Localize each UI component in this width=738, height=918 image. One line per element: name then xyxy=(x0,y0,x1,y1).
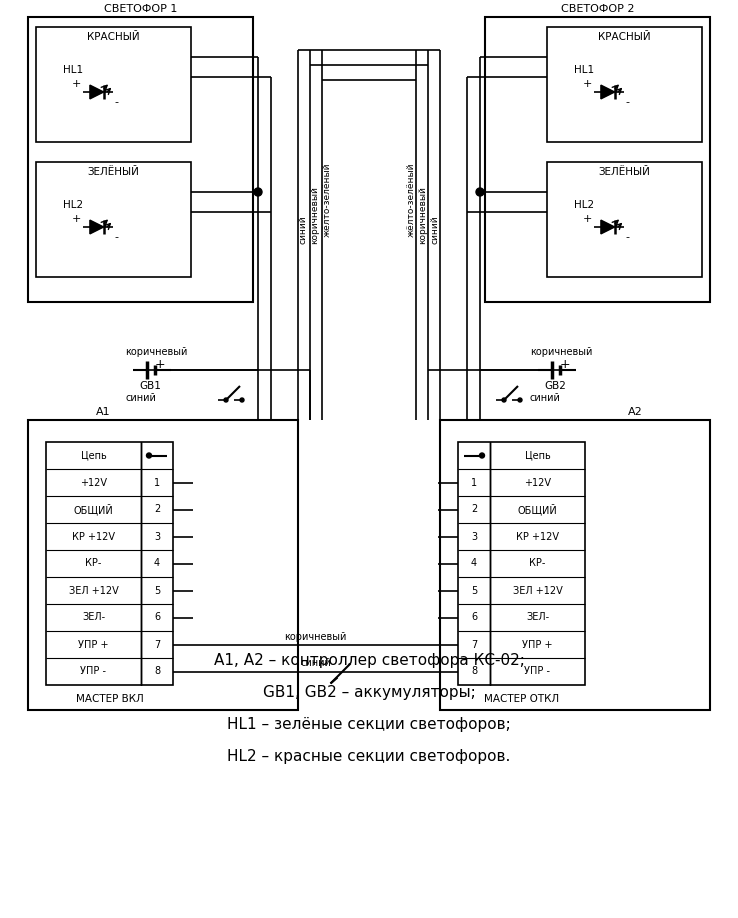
Text: синий: синий xyxy=(300,658,331,668)
Circle shape xyxy=(518,398,522,402)
Text: 4: 4 xyxy=(471,558,477,568)
Bar xyxy=(547,162,702,277)
Text: ОБЩИЙ: ОБЩИЙ xyxy=(74,504,114,515)
Text: МАСТЕР ОТКЛ: МАСТЕР ОТКЛ xyxy=(484,694,559,704)
Text: +: + xyxy=(582,79,592,89)
Text: коричневый: коричневый xyxy=(530,347,593,357)
Text: +: + xyxy=(559,359,570,372)
Text: +: + xyxy=(72,79,80,89)
Bar xyxy=(28,17,253,302)
Text: HL2: HL2 xyxy=(574,200,594,210)
Text: А1, А2 – контроллер светофора КС-02;: А1, А2 – контроллер светофора КС-02; xyxy=(213,653,525,667)
Text: ОБЩИЙ: ОБЩИЙ xyxy=(517,504,557,515)
Text: +: + xyxy=(155,359,165,372)
Circle shape xyxy=(147,453,151,458)
Text: 7: 7 xyxy=(154,640,160,650)
Text: 2: 2 xyxy=(154,505,160,514)
Text: A2: A2 xyxy=(627,407,642,417)
Text: синий: синий xyxy=(125,393,156,403)
Polygon shape xyxy=(90,220,103,234)
Text: A1: A1 xyxy=(96,407,110,417)
Text: 1: 1 xyxy=(154,477,160,487)
Text: синий: синий xyxy=(298,216,308,244)
Text: HL1: HL1 xyxy=(63,65,83,75)
Text: +12V: +12V xyxy=(80,477,107,487)
Text: 1: 1 xyxy=(471,477,477,487)
Text: 5: 5 xyxy=(154,586,160,596)
Bar xyxy=(547,27,702,142)
Text: +: + xyxy=(72,214,80,224)
Circle shape xyxy=(502,398,506,402)
Text: 3: 3 xyxy=(471,532,477,542)
Text: ЗЕЛ-: ЗЕЛ- xyxy=(526,612,549,622)
Text: синий: синий xyxy=(530,393,561,403)
Text: коричневый: коричневый xyxy=(418,186,427,244)
Text: 8: 8 xyxy=(154,666,160,677)
Text: ЗЕЛ +12V: ЗЕЛ +12V xyxy=(69,586,118,596)
Text: +: + xyxy=(582,214,592,224)
Text: -: - xyxy=(114,232,118,242)
Circle shape xyxy=(254,188,262,196)
Text: HL2: HL2 xyxy=(63,200,83,210)
Text: HL2 – красные секции светофоров.: HL2 – красные секции светофоров. xyxy=(227,748,511,764)
Text: -: - xyxy=(114,97,118,107)
Text: жёлто-зелёный: жёлто-зелёный xyxy=(407,162,415,237)
Text: Цепь: Цепь xyxy=(525,451,551,461)
Text: коричневый: коричневый xyxy=(284,632,347,642)
Text: ЗЕЛ-: ЗЕЛ- xyxy=(82,612,105,622)
Text: КР +12V: КР +12V xyxy=(516,532,559,542)
Circle shape xyxy=(224,398,228,402)
Bar xyxy=(28,420,298,710)
Text: КРАСНЫЙ: КРАСНЫЙ xyxy=(599,32,651,42)
Text: синий: синий xyxy=(430,216,440,244)
Text: 2: 2 xyxy=(471,505,477,514)
Text: HL1: HL1 xyxy=(574,65,594,75)
Text: УПР +: УПР + xyxy=(523,640,553,650)
Text: +12V: +12V xyxy=(524,477,551,487)
Text: Цепь: Цепь xyxy=(80,451,106,461)
Text: GB1: GB1 xyxy=(139,381,161,391)
Polygon shape xyxy=(601,220,615,234)
Text: КРАСНЫЙ: КРАСНЫЙ xyxy=(87,32,139,42)
Text: 8: 8 xyxy=(471,666,477,677)
Text: 6: 6 xyxy=(471,612,477,622)
Polygon shape xyxy=(601,85,615,99)
Text: 4: 4 xyxy=(154,558,160,568)
Text: GB2: GB2 xyxy=(544,381,566,391)
Circle shape xyxy=(240,398,244,402)
Bar xyxy=(485,17,710,302)
Circle shape xyxy=(476,188,484,196)
Text: УПР -: УПР - xyxy=(525,666,551,677)
Text: 3: 3 xyxy=(154,532,160,542)
Bar xyxy=(36,162,191,277)
Text: -: - xyxy=(625,97,629,107)
Polygon shape xyxy=(90,85,103,99)
Bar xyxy=(46,442,173,685)
Text: GB1, GB2 – аккумуляторы;: GB1, GB2 – аккумуляторы; xyxy=(263,685,475,700)
Text: КР-: КР- xyxy=(529,558,545,568)
Text: СВЕТОФОР 1: СВЕТОФОР 1 xyxy=(104,4,177,14)
Text: -: - xyxy=(625,232,629,242)
Bar xyxy=(36,27,191,142)
Text: 6: 6 xyxy=(154,612,160,622)
Text: коричневый: коричневый xyxy=(311,186,320,244)
Text: 5: 5 xyxy=(471,586,477,596)
Text: HL1 – зелёные секции светофоров;: HL1 – зелёные секции светофоров; xyxy=(227,716,511,732)
Text: МАСТЕР ВКЛ: МАСТЕР ВКЛ xyxy=(75,694,143,704)
Text: коричневый: коричневый xyxy=(125,347,187,357)
Text: КР +12V: КР +12V xyxy=(72,532,115,542)
Text: ЗЕЛЁНЫЙ: ЗЕЛЁНЫЙ xyxy=(599,167,650,177)
Text: жёлто-зелёный: жёлто-зелёный xyxy=(323,162,331,237)
Bar xyxy=(440,420,710,710)
Text: ЗЕЛЁНЫЙ: ЗЕЛЁНЫЙ xyxy=(88,167,139,177)
Text: КР-: КР- xyxy=(86,558,102,568)
Text: 7: 7 xyxy=(471,640,477,650)
Text: ЗЕЛ +12V: ЗЕЛ +12V xyxy=(513,586,562,596)
Text: УПР -: УПР - xyxy=(80,666,106,677)
Bar xyxy=(458,442,585,685)
Text: УПР +: УПР + xyxy=(78,640,108,650)
Circle shape xyxy=(480,453,485,458)
Text: СВЕТОФОР 2: СВЕТОФОР 2 xyxy=(561,4,634,14)
